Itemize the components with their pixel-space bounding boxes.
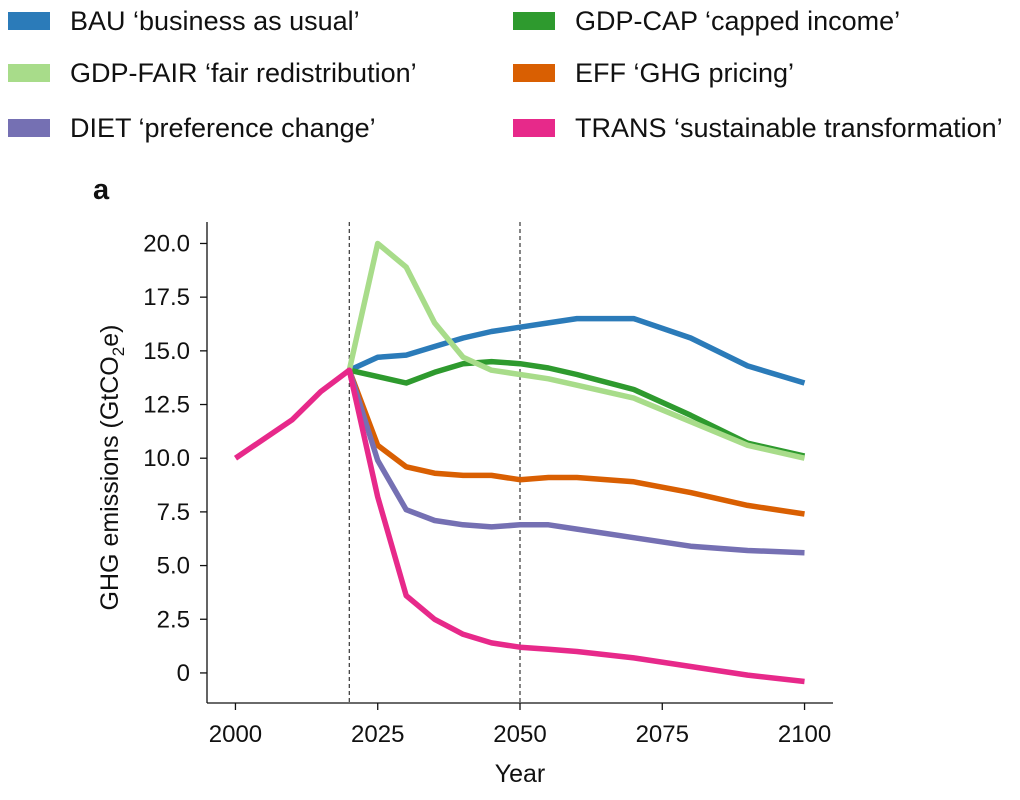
series-line-gdp-cap	[348, 358, 806, 459]
legend-label-eff: EFF ‘GHG pricing’	[575, 57, 795, 88]
series-line-diet	[346, 369, 805, 556]
x-axis-ticks: 2000 2025 2050 2075 2100	[209, 703, 831, 748]
x-tick-label: 2000	[209, 721, 262, 748]
series-line-bau	[348, 315, 806, 386]
legend-swatch-trans	[513, 119, 555, 137]
legend-label-gdp-fair: GDP-FAIR ‘fair redistribution’	[70, 57, 417, 88]
x-tick-label: 2025	[351, 721, 404, 748]
legend-label-bau: BAU ‘business as usual’	[70, 5, 360, 36]
series-line-gdp-fair	[346, 240, 806, 461]
series-line-eff	[346, 369, 805, 517]
y-tick-label: 0	[177, 660, 190, 687]
legend-item-gdp-fair: GDP-FAIR ‘fair redistribution’	[8, 55, 417, 91]
y-tick-label: 7.5	[157, 499, 190, 526]
y-axis-title-end: e)	[96, 325, 124, 347]
y-tick-label: 5.0	[157, 553, 190, 580]
chart-legend: BAU ‘business as usual’ GDP-CAP ‘capped …	[0, 0, 1020, 165]
panel-label: a	[93, 174, 110, 206]
vertical-reference-lines	[348, 222, 521, 703]
legend-label-trans: TRANS ‘sustainable transformation’	[575, 112, 1003, 143]
y-tick-label: 2.5	[157, 606, 190, 633]
x-tick-label: 2075	[636, 721, 689, 748]
series-layer	[233, 240, 806, 685]
legend-label-gdp-cap: GDP-CAP ‘capped income’	[575, 5, 901, 36]
y-axis-title-subscript: 2	[109, 347, 128, 356]
legend-swatch-bau	[8, 12, 50, 30]
y-tick-label: 12.5	[143, 392, 190, 419]
legend-item-trans: TRANS ‘sustainable transformation’	[513, 110, 1003, 146]
legend-swatch-gdp-cap	[513, 12, 555, 30]
y-tick-label: 17.5	[143, 284, 190, 311]
legend-swatch-gdp-fair	[8, 64, 50, 82]
y-tick-label: 15.0	[143, 338, 190, 365]
x-tick-label: 2050	[493, 721, 546, 748]
series-line-trans	[233, 367, 805, 685]
y-tick-label: 20.0	[143, 230, 190, 257]
legend-swatch-eff	[513, 64, 555, 82]
legend-item-eff: EFF ‘GHG pricing’	[513, 55, 794, 91]
legend-item-diet: DIET ‘preference change’	[8, 110, 376, 146]
y-tick-label: 10.0	[143, 445, 190, 472]
legend-label-diet: DIET ‘preference change’	[70, 112, 376, 143]
x-axis-title: Year	[495, 760, 546, 788]
legend-swatch-diet	[8, 119, 50, 137]
y-axis-title: GHG emissions (GtCO2e)	[96, 325, 128, 611]
legend-item-gdp-cap: GDP-CAP ‘capped income’	[513, 3, 900, 39]
legend-item-bau: BAU ‘business as usual’	[8, 3, 360, 39]
x-tick-label: 2100	[778, 721, 831, 748]
y-axis-title-main: GHG emissions (GtCO	[96, 356, 124, 610]
y-axis-ticks: 0 2.5 5.0 7.5 10.0 12.5 15.0 17.5 20.0	[143, 230, 207, 687]
